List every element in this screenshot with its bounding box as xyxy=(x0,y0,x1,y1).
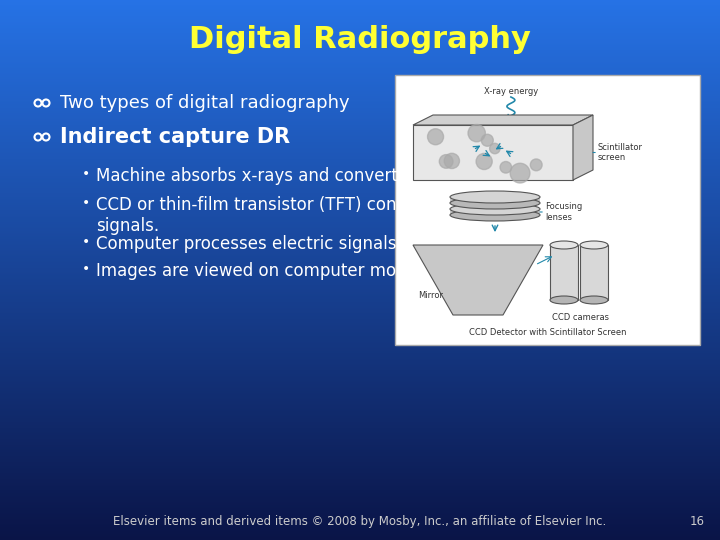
Text: Indirect capture DR: Indirect capture DR xyxy=(60,127,290,147)
Circle shape xyxy=(476,153,492,170)
Ellipse shape xyxy=(450,191,540,203)
Text: Scintillator
screen: Scintillator screen xyxy=(593,143,643,162)
FancyBboxPatch shape xyxy=(580,245,608,300)
Text: X-ray energy: X-ray energy xyxy=(484,87,538,96)
Circle shape xyxy=(468,124,485,142)
Polygon shape xyxy=(413,125,573,180)
Ellipse shape xyxy=(450,197,540,209)
Text: Elsevier items and derived items © 2008 by Mosby, Inc., an affiliate of Elsevier: Elsevier items and derived items © 2008 … xyxy=(113,515,607,528)
Ellipse shape xyxy=(550,241,578,249)
FancyBboxPatch shape xyxy=(450,197,540,203)
Circle shape xyxy=(500,161,512,173)
Text: Machine absorbs x-rays and converts them to light.: Machine absorbs x-rays and converts them… xyxy=(96,167,524,185)
Ellipse shape xyxy=(580,241,608,249)
Text: Two types of digital radiography: Two types of digital radiography xyxy=(60,94,350,112)
Text: CCD Detector with Scintillator Screen: CCD Detector with Scintillator Screen xyxy=(469,328,626,337)
Circle shape xyxy=(439,154,453,168)
Text: Digital Radiography: Digital Radiography xyxy=(189,25,531,55)
Ellipse shape xyxy=(450,209,540,221)
Ellipse shape xyxy=(450,203,540,215)
Text: CCD cameras: CCD cameras xyxy=(552,313,608,322)
Ellipse shape xyxy=(580,296,608,304)
Circle shape xyxy=(490,143,500,154)
FancyBboxPatch shape xyxy=(450,209,540,215)
Circle shape xyxy=(481,134,493,146)
Text: •: • xyxy=(82,235,90,249)
Circle shape xyxy=(444,153,459,168)
Text: •: • xyxy=(82,167,90,181)
Polygon shape xyxy=(413,115,593,125)
FancyBboxPatch shape xyxy=(550,245,578,300)
Polygon shape xyxy=(573,115,593,180)
Text: 16: 16 xyxy=(690,515,705,528)
Text: Computer processes electric signals.: Computer processes electric signals. xyxy=(96,235,402,253)
Text: •: • xyxy=(82,196,90,210)
Text: CCD or thin-film transistor (TFT) converts light to electric
signals.: CCD or thin-film transistor (TFT) conver… xyxy=(96,196,570,235)
Text: Images are viewed on computer monitor.: Images are viewed on computer monitor. xyxy=(96,262,438,280)
Text: •: • xyxy=(82,262,90,276)
Text: Focusing
lenses: Focusing lenses xyxy=(540,202,582,222)
Circle shape xyxy=(510,163,530,183)
Circle shape xyxy=(428,129,444,145)
Circle shape xyxy=(531,159,542,171)
Polygon shape xyxy=(413,245,543,315)
Ellipse shape xyxy=(550,296,578,304)
Text: Mirror: Mirror xyxy=(418,291,443,300)
FancyBboxPatch shape xyxy=(395,75,700,345)
